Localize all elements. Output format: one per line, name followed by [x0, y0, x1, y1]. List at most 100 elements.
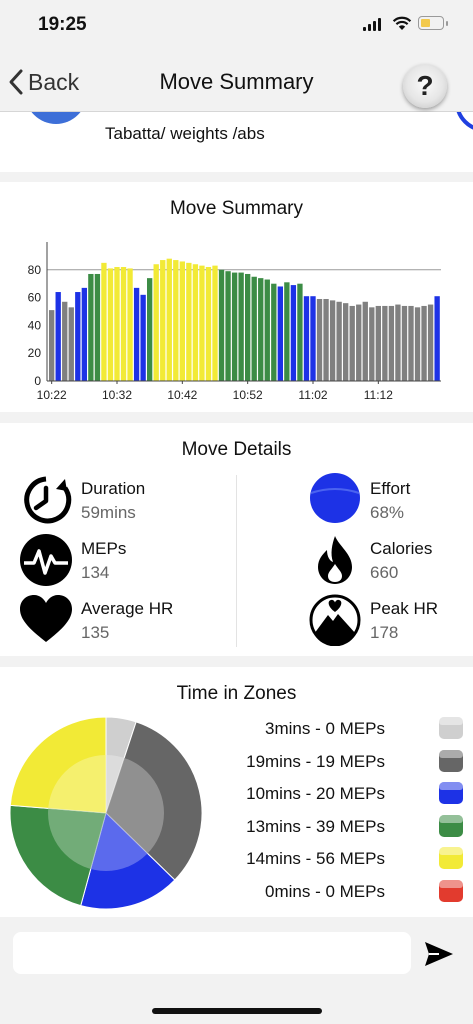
wifi-icon	[392, 16, 412, 30]
chart-bar	[336, 301, 342, 381]
send-icon[interactable]	[423, 940, 455, 968]
chart-bar	[114, 267, 120, 381]
chart-bar	[310, 296, 316, 381]
chart-bar	[68, 307, 74, 381]
chevron-left-icon	[9, 69, 23, 95]
cellular-signal-icon	[363, 18, 381, 31]
chart-bar	[290, 285, 297, 381]
zone-swatch-light-gray	[439, 717, 463, 739]
chart-bar	[277, 286, 283, 381]
effort-icon	[310, 473, 360, 523]
zone-legend-label: 10mins - 20 MEPs	[246, 784, 385, 803]
chart-bar	[316, 298, 323, 381]
chart-bar	[199, 265, 205, 381]
move-details-card: Move Details Duration 59mins MEPs 134 Av…	[0, 423, 473, 656]
heart-icon	[20, 595, 72, 642]
chart-bar	[427, 304, 434, 381]
peak-hr-label: Peak HR	[370, 599, 439, 618]
pie-slice-inner	[90, 813, 148, 871]
home-indicator	[152, 1008, 322, 1014]
zone-legend-label: 0mins - 0 MEPs	[265, 882, 385, 901]
pie-slice-inner	[48, 755, 106, 813]
chart-bar	[414, 307, 421, 381]
zone-legend-label: 14mins - 56 MEPs	[246, 849, 385, 868]
chart-bar	[127, 268, 133, 381]
chart-bar	[238, 272, 244, 381]
chart-bar	[205, 267, 212, 381]
chart-bar	[101, 262, 107, 381]
zone-swatch-green	[439, 815, 463, 837]
chart-bar	[160, 260, 166, 381]
chart-bar	[107, 268, 114, 381]
back-button[interactable]: Back	[8, 66, 79, 98]
y-tick-label: 60	[28, 291, 42, 305]
chart-bar	[323, 298, 329, 381]
chart-bar	[245, 273, 251, 381]
duration-value: 59mins	[81, 503, 136, 522]
activity-avatar	[25, 112, 87, 124]
time-in-zones-pie-chart	[9, 716, 203, 910]
stopwatch-icon	[24, 476, 72, 524]
chart-bar	[258, 278, 264, 381]
y-tick-label: 20	[28, 346, 42, 360]
zone-swatch-gray	[439, 750, 463, 772]
chart-bar	[231, 272, 238, 381]
chart-bar	[120, 267, 127, 381]
zone-swatch-red	[439, 880, 463, 902]
chart-bar	[153, 264, 159, 381]
move-summary-chart: 0 20 40 60 80 10:22 10:32 10:42 10:52 11:02 11:12	[28, 242, 441, 402]
calories-label: Calories	[370, 539, 433, 558]
chart-bar	[362, 301, 368, 381]
chart-bar	[212, 265, 218, 381]
chart-bar	[225, 271, 231, 381]
chart-bar	[94, 273, 101, 381]
chart-bar	[395, 304, 401, 381]
chart-bar	[408, 305, 414, 381]
chart-bar	[173, 260, 179, 381]
zone-swatch-blue	[439, 782, 463, 804]
help-button[interactable]: ?	[403, 64, 447, 108]
chart-bar	[49, 310, 55, 381]
activity-progress-ring	[455, 112, 473, 132]
activity-name: Tabatta/ weights /abs	[105, 124, 265, 143]
effort-label: Effort	[370, 479, 411, 498]
move-summary-card: Move Summary 0 20 40 60 80 10:22 10:32 10:42 10:…	[0, 182, 473, 412]
peak-hr-mountain-icon	[309, 594, 361, 646]
zone-swatch-yellow	[439, 847, 463, 869]
message-input[interactable]	[13, 932, 411, 974]
chart-bar	[349, 305, 355, 381]
chart-bar	[369, 307, 375, 381]
duration-label: Duration	[81, 479, 146, 498]
chart-bar	[329, 300, 336, 381]
chart-bar	[297, 283, 303, 381]
chart-bar	[343, 303, 349, 381]
zone-legend-label: 19mins - 19 MEPs	[246, 752, 385, 771]
chart-bar	[140, 294, 146, 381]
chart-bar	[88, 273, 94, 381]
chart-bar	[271, 283, 277, 381]
y-tick-label: 0	[34, 374, 41, 388]
flame-icon	[318, 536, 352, 584]
page-title: Move Summary	[159, 69, 314, 94]
meps-value: 134	[81, 563, 110, 582]
battery-terminal	[446, 21, 448, 26]
chart-bar	[284, 282, 290, 381]
x-tick-label: 11:12	[364, 388, 393, 402]
chart-bar	[401, 305, 408, 381]
zone-legend-label: 13mins - 39 MEPs	[246, 817, 385, 836]
chart-bar	[179, 261, 185, 381]
chart-bar	[186, 262, 192, 381]
battery-icon	[418, 16, 444, 30]
chart-bar	[192, 264, 199, 381]
x-tick-label: 10:52	[233, 388, 263, 402]
activity-card: Tabatta/ weights /abs	[0, 112, 473, 172]
time-in-zones-card: Time in Zones 3mins - 0 MEPs 19mins - 19…	[0, 667, 473, 917]
calories-value: 660	[370, 563, 399, 582]
x-tick-label: 10:32	[102, 388, 132, 402]
chart-bar	[264, 279, 270, 381]
average-hr-label: Average HR	[81, 599, 174, 618]
x-tick-label: 10:22	[37, 388, 67, 402]
zone-legend-label: 3mins - 0 MEPs	[265, 719, 385, 738]
move-details-title: Move Details	[181, 439, 292, 460]
pie-slice-inner	[106, 757, 164, 854]
